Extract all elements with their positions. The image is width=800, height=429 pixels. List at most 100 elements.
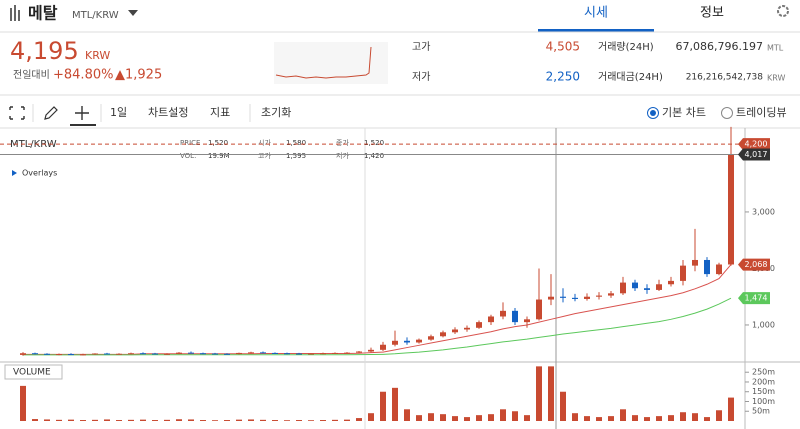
volume-bar [236, 419, 242, 421]
volume-bar [596, 417, 602, 421]
candle-body [236, 352, 242, 355]
fullscreen-icon[interactable] [9, 106, 25, 120]
volume-bar [416, 415, 422, 421]
volume-bar [212, 420, 218, 421]
toolbar: 1일 차트설정 지표 초기화 기본 차트 트레이딩뷰 [0, 104, 800, 129]
volume-bar [224, 420, 230, 421]
price-tag [738, 148, 770, 161]
volume-bar [284, 420, 290, 421]
menu-item[interactable]: 초기화 [261, 106, 291, 119]
chart-mode[interactable]: 기본 차트 [662, 106, 706, 119]
candle-body [416, 339, 422, 343]
crosshair-icon[interactable] [75, 106, 89, 120]
volume-bar [656, 416, 662, 421]
legend-value: 19.9M [208, 152, 230, 160]
volume-bar [668, 415, 674, 421]
tab-underline [538, 29, 654, 32]
current-price: 4,195 [10, 37, 79, 65]
menu-item[interactable]: 지표 [210, 106, 230, 119]
candle-body [728, 154, 734, 265]
y-tick-label: 1,000 [752, 320, 775, 329]
volume-bar [56, 419, 62, 421]
candle-body [344, 352, 350, 354]
menu-item[interactable]: 차트설정 [148, 106, 188, 119]
volume-bar [68, 419, 74, 421]
volume-bar [44, 419, 50, 421]
interval[interactable]: 1일 [110, 105, 127, 119]
candle-body [356, 351, 362, 353]
volume-bar [296, 420, 302, 421]
moving-average [23, 297, 732, 356]
draw-icon[interactable] [44, 106, 58, 120]
legend-label: VOL. [180, 152, 196, 160]
candle-body [368, 349, 374, 352]
price-block: 4,195 KRW 전일대비 +84.80% ▲1,925 [0, 37, 800, 96]
candle-body [548, 296, 554, 300]
candle-body [188, 352, 194, 354]
stat-value: 216,216,542,738 [686, 73, 764, 83]
volume-bar [548, 366, 554, 421]
change: ▲1,925 [115, 68, 162, 83]
candle-body [128, 353, 134, 355]
volume-bar [536, 366, 542, 421]
chart-mode[interactable]: 트레이딩뷰 [736, 106, 787, 119]
volume-bar [80, 420, 86, 421]
stat-value: 67,086,796.197 [676, 40, 763, 53]
candle-body [524, 319, 530, 323]
volume-bar [500, 409, 506, 421]
sparkline [275, 46, 372, 79]
volume-tick-label: 50m [752, 407, 770, 416]
candle-body [296, 353, 302, 355]
volume-bar [368, 413, 374, 421]
legend-label: 저가 [336, 151, 349, 160]
volume-bar [20, 385, 26, 421]
candle-body [140, 353, 146, 355]
volume-label: VOLUME [13, 368, 51, 378]
candle-body [584, 296, 590, 299]
candle-body [476, 322, 482, 328]
candle-body [608, 293, 614, 296]
candle-body [632, 282, 638, 289]
price-tag [738, 258, 770, 271]
volume-bar [104, 419, 110, 421]
volume-bar [308, 420, 314, 421]
candle-body [32, 353, 38, 355]
candle-body [572, 297, 578, 299]
volume-bar [488, 414, 494, 421]
candle-body [116, 353, 122, 355]
candle-body [656, 284, 662, 290]
candle-body [560, 296, 566, 298]
volume-bar [344, 419, 350, 421]
tab[interactable]: 정보 [700, 6, 724, 21]
candle-body [164, 353, 170, 355]
candle-body [536, 299, 542, 320]
volume-bar [572, 413, 578, 421]
dropdown[interactable] [128, 10, 138, 16]
moving-average [23, 264, 732, 355]
overlays[interactable]: Overlays [22, 169, 57, 178]
volume-bar [452, 416, 458, 421]
candle-body [56, 354, 62, 356]
tab[interactable]: 시세 [584, 6, 608, 21]
legend-value: 1,595 [286, 152, 306, 160]
candle-body [452, 329, 458, 333]
volume-bar [332, 419, 338, 421]
radio[interactable] [721, 107, 733, 119]
overlay-toggle[interactable] [12, 170, 17, 176]
price-tag-label: 2,068 [745, 260, 768, 269]
volume-bar [692, 413, 698, 421]
candle-body [332, 352, 338, 354]
radio[interactable] [647, 107, 659, 119]
volume-bar [320, 420, 326, 421]
volume-tick-label: 100m [752, 397, 775, 406]
volume-bar [716, 410, 722, 421]
chart-frame: MTL/KRW Overlays VOLUME [0, 128, 800, 429]
settings-icon[interactable] [777, 5, 789, 17]
volume-label-box [4, 364, 63, 380]
price-tag-label: 1,474 [745, 294, 768, 303]
price-unit: KRW [85, 49, 110, 62]
candle-body [224, 353, 230, 355]
candle-body [392, 340, 398, 345]
change-rate: +84.80% [53, 68, 113, 83]
